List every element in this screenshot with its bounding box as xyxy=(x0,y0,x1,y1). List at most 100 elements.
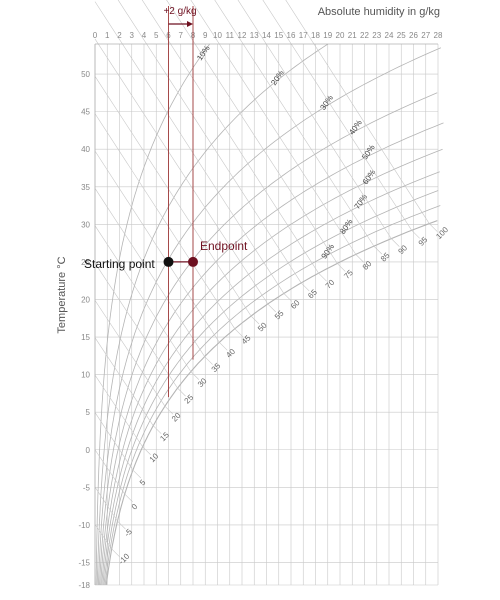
enthalpy-extension xyxy=(204,356,213,365)
enthalpy-label: 10 xyxy=(148,451,161,464)
rh-label: 50% xyxy=(360,143,377,161)
enthalpy-label: 85 xyxy=(379,250,392,263)
enthalpy-line xyxy=(94,412,134,471)
enthalpy-label: 5 xyxy=(138,478,148,488)
enthalpy-label: -10 xyxy=(117,551,132,566)
process xyxy=(163,6,198,398)
enthalpy-line xyxy=(94,188,205,357)
grid-layer xyxy=(94,44,439,586)
enthalpy-line xyxy=(94,150,220,343)
x-tick-label: 1 xyxy=(105,31,110,40)
enthalpy-extension xyxy=(164,405,174,415)
enthalpy-extension xyxy=(124,493,133,503)
enthalpy-extension xyxy=(190,371,200,380)
rh-curve xyxy=(99,92,438,586)
rh-label: 40% xyxy=(347,118,364,136)
enthalpy-line xyxy=(262,0,412,231)
x-tick-label: 21 xyxy=(348,31,357,40)
x-tick-label: 18 xyxy=(311,31,320,40)
x-tick-label: 15 xyxy=(274,31,283,40)
enthalpy-line xyxy=(166,0,338,264)
enthalpy-extension xyxy=(132,469,142,479)
enthalpy-extension xyxy=(318,272,327,282)
x-tick-label: 19 xyxy=(323,31,332,40)
enthalpy-extension xyxy=(117,520,126,530)
y-tick-label: 0 xyxy=(86,446,91,455)
rh-label: 20% xyxy=(269,69,286,87)
x-tick-label: 2 xyxy=(117,31,122,40)
y-tick-label: 45 xyxy=(81,108,90,117)
delta-label: +2 g/kg xyxy=(163,6,196,17)
enthalpy-extension xyxy=(411,230,420,239)
x-tick-label: 4 xyxy=(142,31,147,40)
x-tick-label: 9 xyxy=(203,31,208,40)
enthalpy-line xyxy=(94,337,154,426)
enthalpy-line xyxy=(94,486,118,522)
rh-curve xyxy=(101,148,443,586)
x-tick-label: 7 xyxy=(179,31,184,40)
enthalpy-label: 70 xyxy=(324,278,337,291)
x-tick-label: 17 xyxy=(299,31,308,40)
enthalpy-label: -5 xyxy=(123,527,135,539)
x-tick-label: 24 xyxy=(385,31,394,40)
enthalpy-extension xyxy=(429,223,438,232)
enthalpy-extension xyxy=(142,446,151,455)
x-tick-label: 11 xyxy=(226,31,235,40)
enthalpy-extension xyxy=(283,293,293,302)
y-tick-label: 10 xyxy=(81,371,90,380)
rh-label: 60% xyxy=(361,168,378,186)
x-tick-label: 23 xyxy=(372,31,381,40)
enthalpy-line xyxy=(190,0,357,255)
x-tick-label: 10 xyxy=(213,31,222,40)
y-tick-label: -5 xyxy=(83,483,91,492)
enthalpy-label: 30 xyxy=(196,376,209,389)
enthalpy-label: 40 xyxy=(224,347,237,360)
endpoint-label: Endpoint xyxy=(200,239,248,253)
y-tick-label: 50 xyxy=(81,70,90,79)
rh-curve xyxy=(103,190,439,586)
x-tick-label: 0 xyxy=(93,31,98,40)
enthalpy-extension xyxy=(111,548,120,558)
y-tick-label: 25 xyxy=(81,258,90,267)
enthalpy-line xyxy=(94,76,252,317)
enthalpy-label: 75 xyxy=(342,268,355,281)
x-tick-label: 25 xyxy=(397,31,406,40)
starting-point-marker xyxy=(163,256,174,267)
x-tick-label: 22 xyxy=(360,31,369,40)
rh-curve xyxy=(105,220,438,586)
enthalpy-extension xyxy=(250,315,260,325)
y-tick-label: 40 xyxy=(81,145,90,154)
enthalpy-line xyxy=(94,1,285,294)
y-tick-label: 15 xyxy=(81,333,90,342)
x-tick-label: 3 xyxy=(130,31,135,40)
rh-label: 70% xyxy=(353,193,370,211)
enthalpy-line xyxy=(94,38,269,305)
y-tick-label: 20 xyxy=(81,295,90,304)
enthalpy-line xyxy=(94,262,178,389)
rh-label: 10% xyxy=(195,44,212,62)
enthalpy-extension xyxy=(153,425,162,434)
x-tick-label: 27 xyxy=(421,31,430,40)
enthalpy-extension xyxy=(267,303,277,313)
axes: 0123456789101112131415161718192021222324… xyxy=(78,31,443,590)
x-tick-label: 28 xyxy=(434,31,443,40)
enthalpy-label: 0 xyxy=(130,502,140,512)
enthalpy-label: 35 xyxy=(210,361,223,374)
enthalpy-extension xyxy=(300,282,310,292)
rh-curve xyxy=(96,43,329,586)
enthalpy-extension xyxy=(373,245,383,255)
enthalpy-line xyxy=(94,374,143,447)
x-tick-label: 12 xyxy=(238,31,247,40)
rh-curve xyxy=(98,47,442,586)
enthalpy-label: 20 xyxy=(170,411,183,424)
y-tick-label: 35 xyxy=(81,183,90,192)
enthalpy-label: 90 xyxy=(396,243,409,256)
enthalpy-extension xyxy=(219,342,228,351)
delta-arrow-head xyxy=(187,21,193,27)
x-tick-label: 14 xyxy=(262,31,271,40)
enthalpy-label: 50 xyxy=(256,320,269,333)
enthalpy-label: 25 xyxy=(183,393,196,406)
y-axis-label: Temperature °C xyxy=(56,256,68,333)
chart-title: Absolute humidity in g/kg xyxy=(318,6,440,18)
enthalpy-line xyxy=(94,113,236,329)
